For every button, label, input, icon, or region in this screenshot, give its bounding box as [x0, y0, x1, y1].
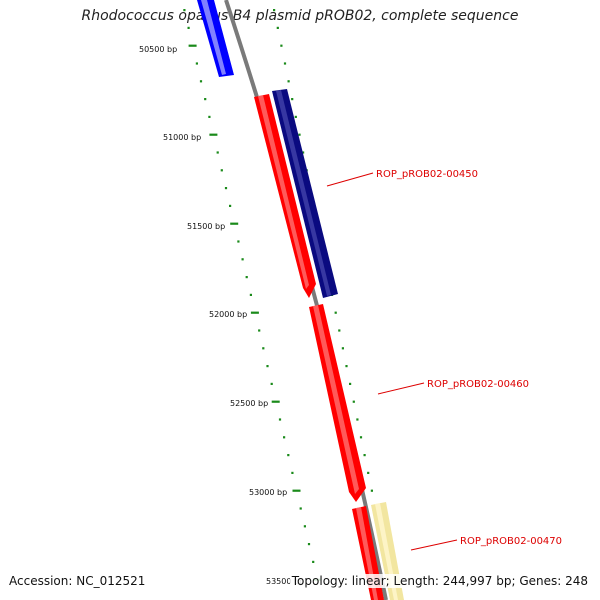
gene-label-00470[interactable]: ROP_pROB02-00470 — [460, 536, 562, 547]
minor-tick-mark — [299, 507, 302, 510]
gene-navy-00450[interactable] — [272, 89, 338, 298]
major-tick-mark — [271, 400, 280, 403]
gene-leader-line — [377, 382, 425, 395]
minor-tick-mark — [216, 151, 219, 154]
tick-label: 53500 bp — [266, 577, 304, 586]
minor-tick-mark — [262, 347, 265, 350]
minor-tick-mark — [195, 62, 198, 65]
minor-tick-mark — [276, 26, 279, 29]
minor-tick-mark — [287, 454, 290, 457]
minor-tick-mark — [273, 9, 276, 12]
minor-tick-mark — [291, 471, 294, 474]
minor-tick-mark — [266, 365, 269, 368]
topology-summary: Topology: linear; Length: 244,997 bp; Ge… — [289, 574, 590, 588]
minor-tick-mark — [291, 98, 294, 101]
minor-tick-mark — [283, 62, 287, 65]
minor-tick-mark — [363, 454, 366, 457]
minor-tick-mark — [204, 98, 207, 101]
tick-label: 51000 bp — [163, 133, 201, 142]
minor-tick-mark — [367, 471, 370, 474]
gene-red-00460[interactable] — [309, 304, 366, 502]
minor-tick-mark — [303, 525, 306, 528]
minor-tick-mark — [280, 44, 283, 47]
tick-label: 52000 bp — [209, 310, 247, 319]
minor-tick-mark — [278, 418, 282, 421]
minor-tick-mark — [199, 80, 203, 83]
major-tick-mark — [230, 222, 239, 225]
minor-tick-mark — [294, 115, 297, 118]
major-tick-mark — [250, 311, 259, 314]
minor-tick-mark — [249, 293, 252, 296]
minor-tick-mark — [237, 240, 240, 243]
minor-tick-mark — [345, 365, 348, 368]
gene-red-00450[interactable] — [254, 94, 316, 298]
minor-tick-mark — [187, 26, 190, 29]
gene-leader-line — [326, 172, 374, 187]
gene-leader-line — [410, 539, 458, 551]
accession-text: Accession: NC_012521 — [9, 574, 146, 588]
minor-tick-mark — [270, 382, 273, 385]
map-title: Rhodococcus opacus B4 plasmid pROB02, co… — [81, 8, 519, 24]
gene-blue-top[interactable] — [197, 0, 234, 77]
minor-tick-mark — [312, 560, 315, 563]
minor-tick-mark — [334, 311, 337, 314]
minor-tick-mark — [287, 80, 290, 83]
major-tick-mark — [188, 44, 197, 47]
minor-tick-mark — [359, 436, 363, 439]
major-tick-mark — [292, 489, 301, 492]
tick-label: 52500 bp — [230, 399, 268, 408]
tick-label: 50500 bp — [139, 45, 177, 54]
minor-tick-mark — [229, 204, 232, 207]
minor-tick-mark — [370, 489, 373, 492]
minor-tick-mark — [356, 418, 359, 421]
minor-tick-mark — [220, 169, 223, 172]
minor-tick-mark — [298, 133, 301, 136]
minor-tick-mark — [208, 115, 211, 118]
minor-tick-mark — [224, 187, 228, 190]
minor-tick-mark — [338, 329, 341, 332]
minor-tick-mark — [241, 258, 244, 261]
tick-label: 53000 bp — [249, 488, 287, 497]
gene-label-00460[interactable]: ROP_pROB02-00460 — [427, 379, 529, 390]
minor-tick-mark — [302, 151, 305, 154]
minor-tick-mark — [307, 543, 311, 546]
minor-tick-mark — [283, 436, 286, 439]
minor-tick-mark — [349, 382, 352, 385]
minor-tick-mark — [352, 400, 355, 403]
minor-tick-mark — [341, 347, 344, 350]
minor-tick-mark — [245, 276, 248, 279]
gene-label-00450[interactable]: ROP_pROB02-00450 — [376, 169, 478, 180]
minor-tick-mark — [258, 329, 261, 332]
major-tick-mark — [209, 133, 218, 136]
minor-tick-mark — [183, 9, 186, 12]
tick-labels: 50500 bp 51000 bp 51500 bp 52000 bp 5250… — [139, 45, 304, 586]
tick-label: 51500 bp — [187, 222, 225, 231]
